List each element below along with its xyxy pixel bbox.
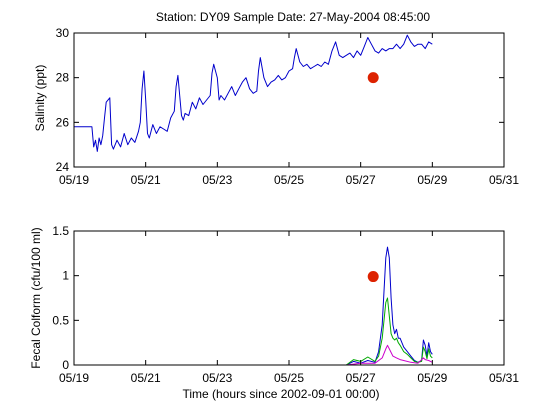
salinity-subplot: 05/19 05/21 05/23 05/25 05/27 05/29 05/31 24 26 2… [33,10,519,187]
salinity-x-tick-label: 05/23 [202,173,232,187]
fecal-x-tick-label: 05/21 [131,371,161,385]
fecal-y-tick-label: 1.5 [52,224,69,238]
salinity-x-tick-label: 05/31 [489,173,519,187]
fecal-series-layer [74,246,433,366]
salinity-x-tick-label: 05/19 [59,173,89,187]
salinity-ticks: 05/19 05/21 05/23 05/25 05/27 05/29 05/31 24 26 2… [56,26,520,187]
fecal-y-tick-label: 0.5 [52,313,69,327]
fecal-series-line-1 [74,297,433,366]
fecal-series-line-2 [74,344,433,366]
salinity-y-tick-label: 30 [56,26,70,40]
figure-title: Station: DY09 Sample Date: 27-May-2004 0… [156,10,430,24]
fecal-x-tick-label: 05/27 [346,371,376,385]
fecal-series-line-0 [74,246,433,366]
salinity-x-tick-label: 05/25 [274,173,304,187]
fecal-y-tick-label: 0 [62,358,69,372]
salinity-y-tick-label: 28 [56,71,70,85]
fecal-x-tick-label: 05/25 [274,371,304,385]
salinity-series-line-0 [74,34,433,152]
fecal-axes-frame [73,230,505,366]
salinity-x-tick-label: 05/29 [417,173,447,187]
x-axis-label: Time (hours since 2002-09-01 00:00) [183,387,380,401]
fecal-x-tick-label: 05/19 [59,371,89,385]
fecal-y-axis-label: Fecal Colform (cfu/100 ml) [29,227,43,368]
salinity-y-axis-label: Salinity (ppt) [33,65,47,132]
fecal-coliform-subplot: 05/19 05/21 05/23 05/25 05/27 05/29 05/31 0 0.5 1… [29,224,519,401]
fecal-sample-layer [367,271,379,283]
salinity-y-tick-label: 26 [56,115,70,129]
fecal-x-tick-label: 05/29 [417,371,447,385]
salinity-x-tick-label: 05/21 [131,173,161,187]
fecal-sample-point-0 [367,271,379,283]
salinity-series-layer [74,34,433,152]
salinity-y-tick-label: 24 [56,160,70,174]
fecal-x-tick-label: 05/31 [489,371,519,385]
salinity-axes-frame [73,32,505,168]
salinity-x-tick-label: 05/27 [346,173,376,187]
salinity-sample-layer [367,72,379,84]
fecal-ticks: 05/19 05/21 05/23 05/25 05/27 05/29 05/31 0 0.5 1… [52,224,519,385]
salinity-sample-point-0 [367,72,379,84]
fecal-y-tick-label: 1 [62,269,69,283]
fecal-x-tick-label: 05/23 [202,371,232,385]
